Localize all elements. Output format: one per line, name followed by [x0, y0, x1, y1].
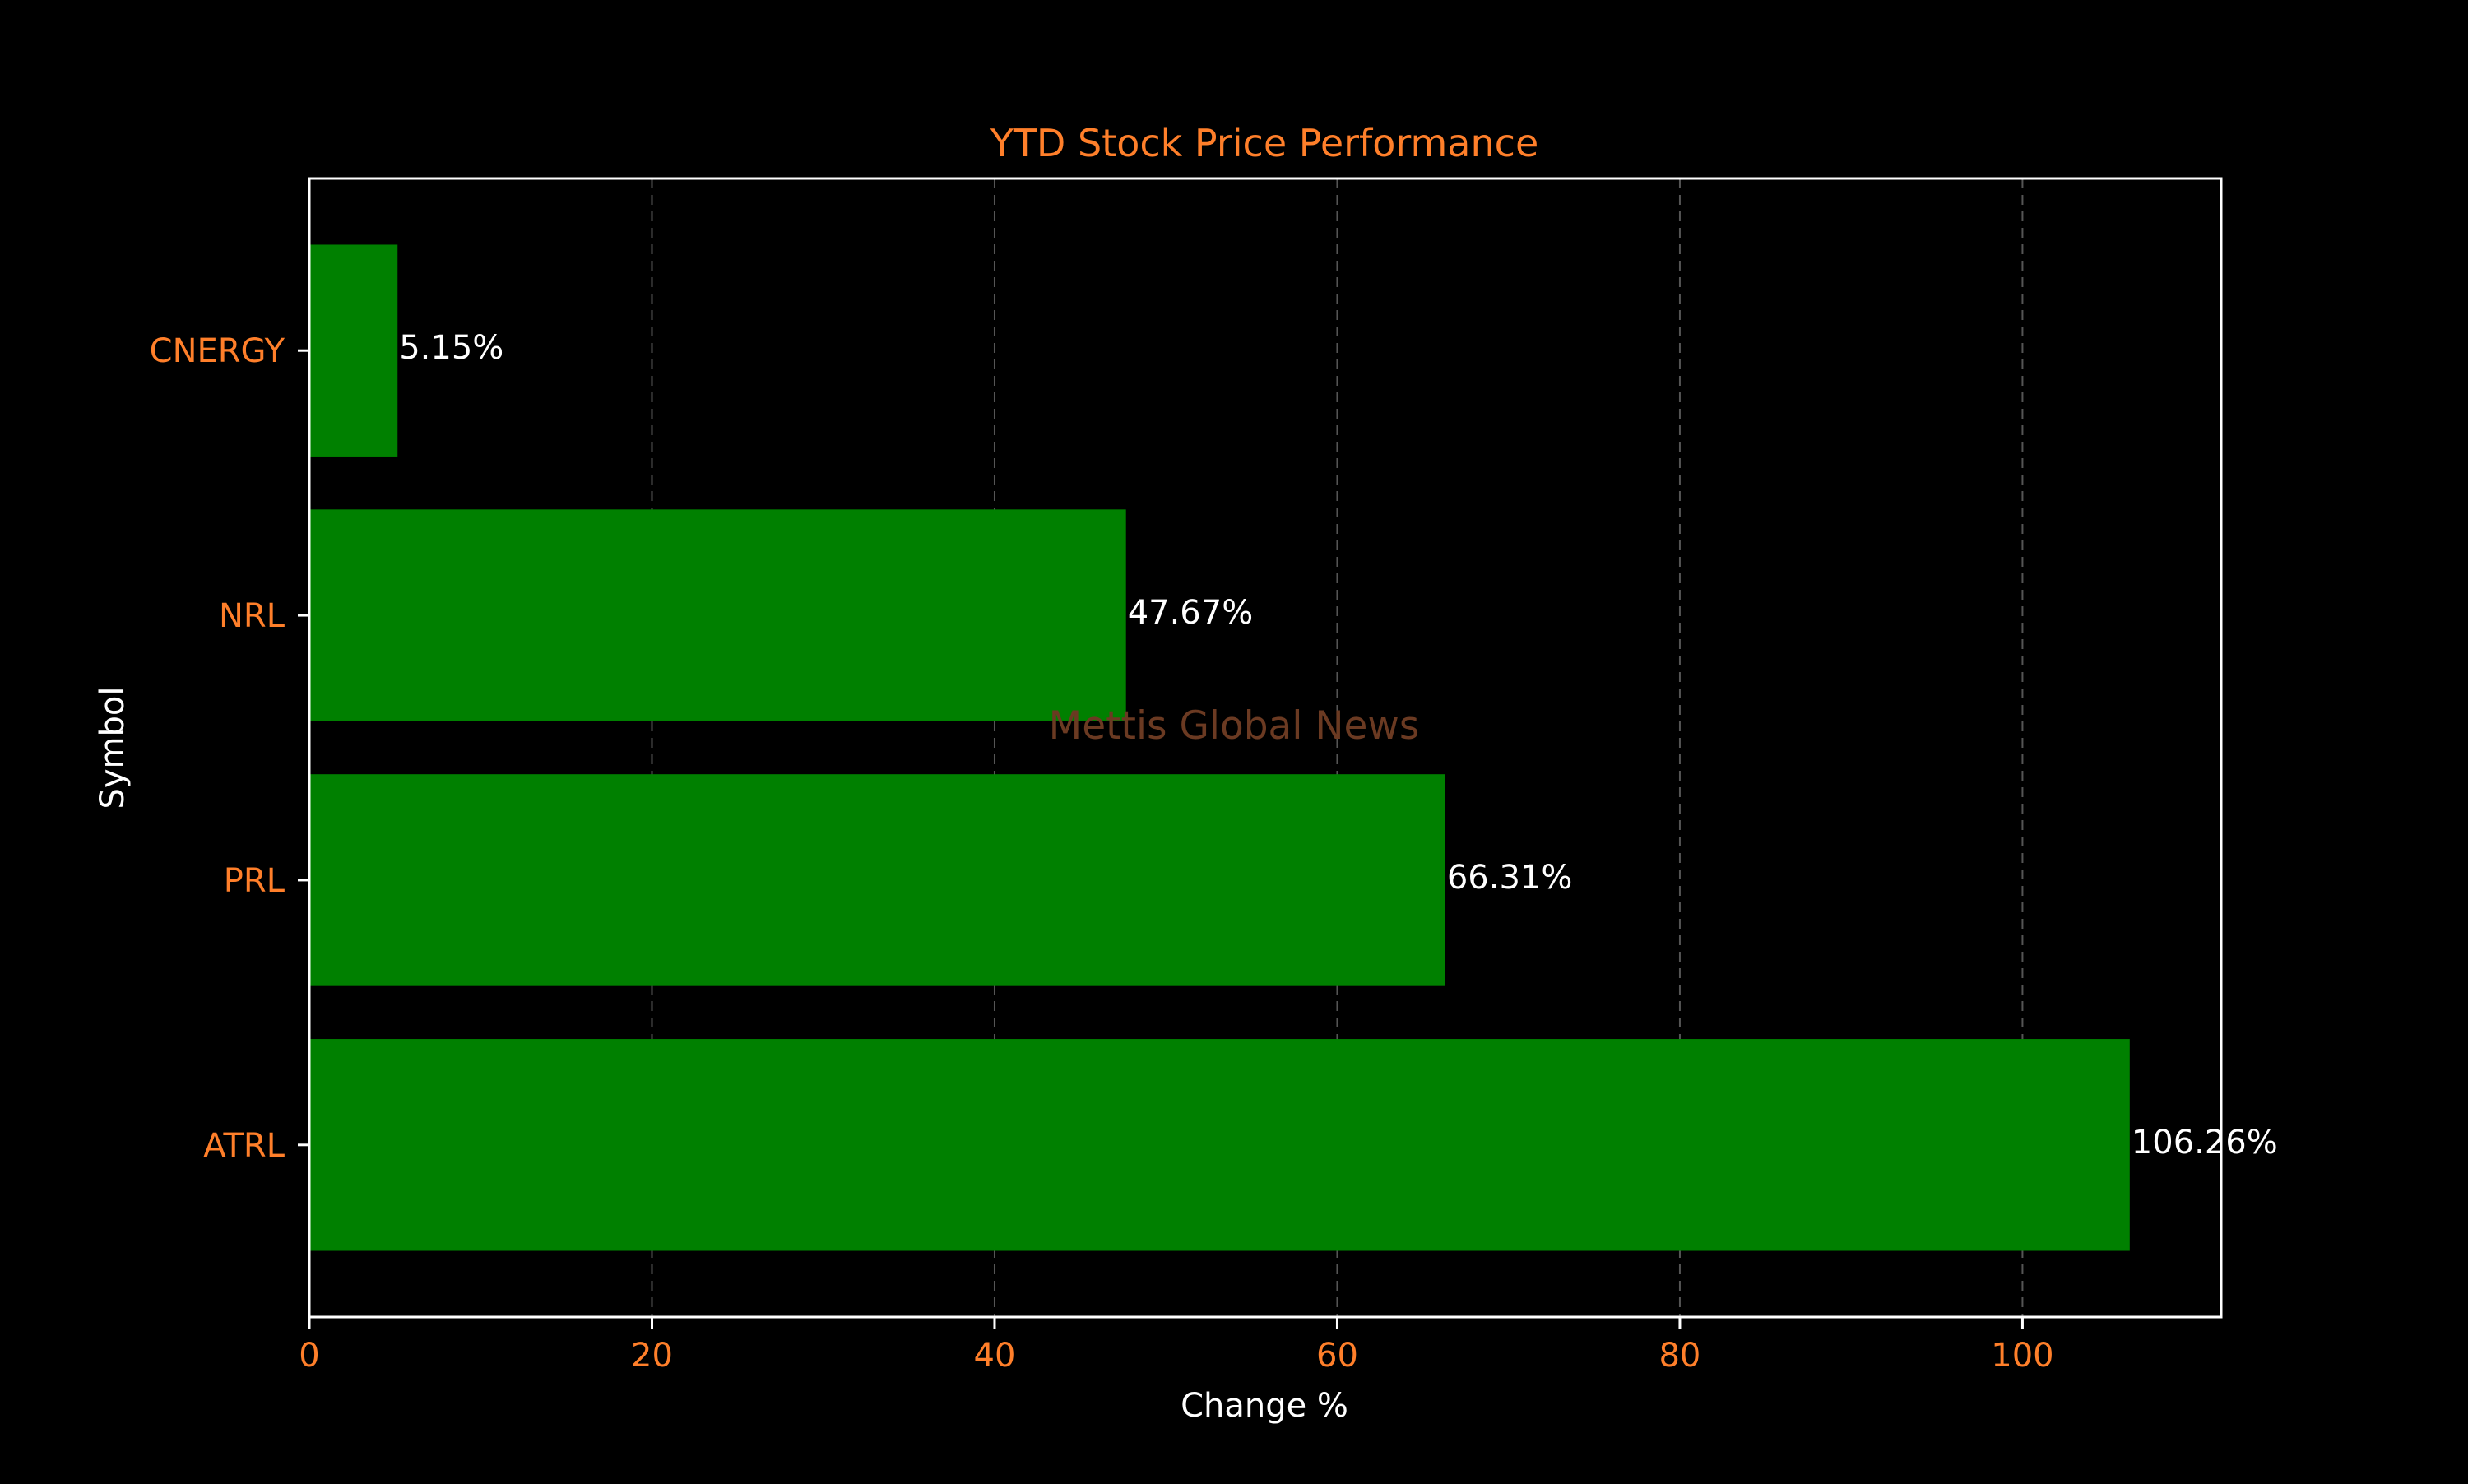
y-axis-ticks: ATRL PRL NRL CNERGY [150, 332, 309, 1165]
y-tick-label: CNERGY [150, 332, 285, 370]
x-tick-label: 20 [631, 1337, 673, 1375]
bar-prl [309, 774, 1445, 986]
bar-nrl [309, 509, 1126, 721]
x-tick-label: 100 [1991, 1337, 2053, 1375]
data-label-prl: 66.31% [1447, 859, 1573, 897]
data-label-nrl: 47.67% [1128, 594, 1254, 632]
data-labels: 106.26% 66.31% 47.67% 5.15% [399, 329, 2278, 1162]
data-label-cnergy: 5.15% [399, 329, 503, 367]
bar-cnergy [309, 244, 398, 457]
plot-frame [308, 177, 2223, 1319]
bar-atrl [309, 1039, 2130, 1251]
chart-title: YTD Stock Price Performance [990, 121, 1539, 165]
x-tick-label: 60 [1316, 1337, 1358, 1375]
x-axis-ticks: 0 20 40 60 80 100 [299, 1317, 2054, 1375]
x-tick-label: 0 [299, 1337, 319, 1375]
x-tick-label: 80 [1658, 1337, 1700, 1375]
y-tick-label: ATRL [203, 1127, 285, 1165]
x-axis-label: Change % [1181, 1387, 1348, 1425]
y-tick-label: NRL [219, 597, 285, 635]
y-axis-label: Symbol [94, 686, 132, 809]
watermark-text: Mettis Global News [1049, 703, 1420, 749]
y-tick-label: PRL [224, 862, 285, 900]
data-label-atrl: 106.26% [2132, 1124, 2278, 1162]
x-tick-label: 40 [974, 1337, 1016, 1375]
bars [309, 244, 2130, 1251]
